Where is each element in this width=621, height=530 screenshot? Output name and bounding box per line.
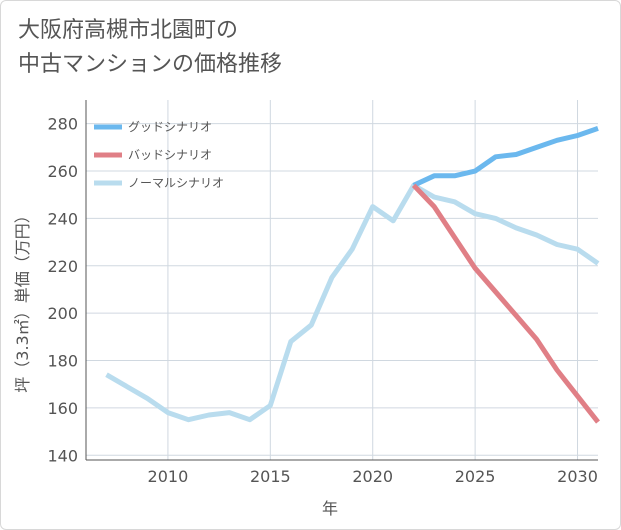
- y-tick-label: 160: [47, 399, 78, 418]
- x-tick-label: 2015: [250, 467, 291, 486]
- series-line-1: [411, 183, 600, 424]
- series-layer: [105, 126, 600, 424]
- title-line-2: 中古マンションの価格推移: [18, 52, 283, 77]
- x-tick-label: 2025: [455, 467, 496, 486]
- x-axis-label: 年: [322, 499, 338, 518]
- y-tick-label: 280: [47, 115, 78, 134]
- chart-title: 大阪府高槻市北園町の 中古マンションの価格推移: [18, 14, 282, 82]
- series-line-2: [105, 182, 600, 423]
- series-line-0: [412, 126, 599, 188]
- axes: 140 160 180 200 220 240 260 280 2010 2015 2020 2025…: [47, 100, 598, 486]
- y-tick-label: 180: [47, 352, 78, 371]
- plot-area: [86, 100, 598, 460]
- legend-label-1: バッドシナリオ: [128, 148, 212, 162]
- y-tick-label: 260: [47, 162, 78, 181]
- legend-label-0: グッドシナリオ: [128, 120, 212, 134]
- y-tick-label: 140: [47, 446, 78, 465]
- x-tick-label: 2020: [352, 467, 393, 486]
- legend-label-2: ノーマルシナリオ: [128, 176, 224, 190]
- y-tick-label: 220: [47, 257, 78, 276]
- y-axis-label: 坪（3.3㎡）単価（万円）: [13, 207, 32, 392]
- y-tick-label: 240: [47, 209, 78, 228]
- x-tick-label: 2030: [557, 467, 598, 486]
- title-line-1: 大阪府高槻市北園町の: [18, 18, 239, 43]
- y-tick-label: 200: [47, 304, 78, 323]
- x-tick-label: 2010: [148, 467, 189, 486]
